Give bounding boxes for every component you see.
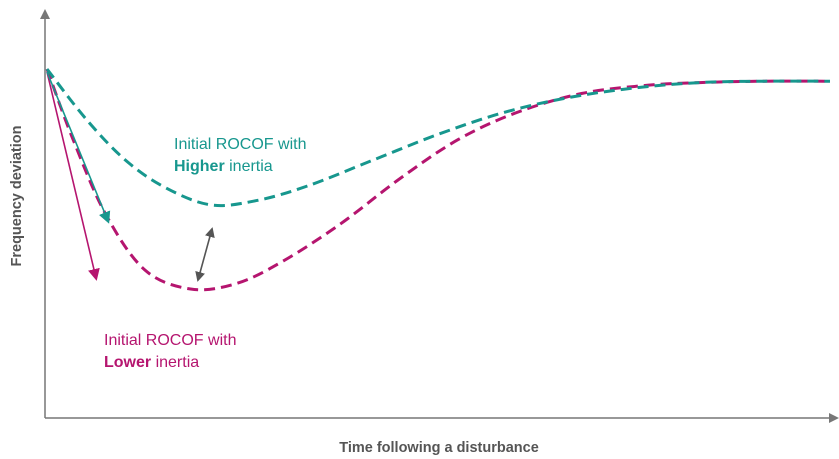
annotation-lower-bold: Lower: [104, 354, 151, 371]
inertia-gap-arrow: [195, 227, 215, 282]
annotation-higher-bold: Higher: [174, 158, 225, 175]
annotation-lower-inertia: Initial ROCOF with Lower inertia: [104, 332, 241, 371]
annotation-lower-line1: Initial ROCOF with: [104, 332, 236, 349]
series-layer: [45, 68, 831, 292]
series-line-higher-inertia: [45, 68, 831, 208]
annotation-higher-inertia: Initial ROCOF with Higher inertia: [174, 136, 311, 175]
annotation-lower-rest: inertia: [151, 354, 199, 371]
annotation-higher-line1: Initial ROCOF with: [174, 136, 306, 153]
series-line-lower-inertia: [45, 68, 831, 292]
rocof-arrow-lower-inertia: [46, 71, 100, 281]
rocof-arrow-higher-inertia: [46, 71, 111, 224]
y-axis-title: Frequency deviation: [9, 125, 25, 266]
x-axis-title: Time following a disturbance: [339, 440, 539, 456]
annotation-higher-rest: inertia: [225, 158, 273, 175]
